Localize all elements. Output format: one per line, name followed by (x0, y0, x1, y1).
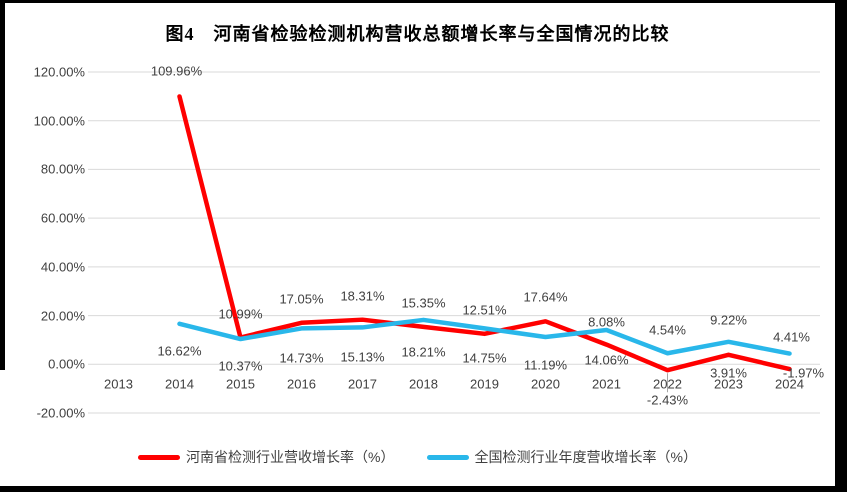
x-axis-tick-label: 2013 (104, 376, 133, 392)
national-data-label: 18.21% (401, 344, 446, 360)
henan-data-label: 17.64% (523, 289, 568, 305)
henan-data-label: 12.51% (462, 302, 507, 318)
y-axis-tick-label: 40.00% (40, 259, 85, 275)
x-axis-tick-label: 2015 (226, 376, 255, 392)
y-axis-tick-label: 20.00% (40, 308, 85, 324)
national-data-label: 4.54% (649, 322, 686, 338)
national-data-label: 16.62% (157, 343, 202, 359)
x-axis-tick-label: 2022 (653, 376, 682, 392)
legend-item-henan: 河南省检测行业营收增长率（%） (138, 447, 395, 467)
x-axis-tick-label: 2016 (287, 376, 316, 392)
x-axis-tick-label: 2019 (470, 376, 499, 392)
henan-series-line (177, 94, 792, 373)
henan-data-label: -1.97% (782, 365, 825, 381)
y-axis-tick-label: -20.00% (36, 405, 85, 421)
y-axis-tick-label: 120.00% (33, 64, 85, 80)
x-axis-tick-label: 2014 (165, 376, 194, 392)
henan-data-label: 18.31% (340, 288, 385, 304)
legend-swatch-red-line (138, 454, 181, 460)
legend-swatch-blue-line (426, 454, 469, 460)
legend-label-henan: 河南省检测行业营收增长率（%） (186, 449, 395, 465)
x-axis-tick-label: 2018 (409, 376, 438, 392)
henan-data-label: -2.43% (646, 392, 689, 408)
national-data-label: 14.73% (279, 350, 324, 366)
y-axis-tick-label: 0.00% (48, 356, 85, 372)
legend-item-national: 全国检测行业年度营收增长率（%） (426, 447, 697, 467)
national-data-label: 9.22% (710, 312, 747, 328)
legend: 河南省检测行业营收增长率（%） 全国检测行业年度营收增长率（%） (0, 447, 835, 467)
legend-label-national: 全国检测行业年度营收增长率（%） (474, 449, 697, 465)
henan-data-label: 3.91% (710, 365, 747, 381)
y-axis-tick-label: 100.00% (33, 113, 85, 129)
national-data-label: 10.37% (218, 358, 263, 374)
national-data-label: 14.06% (584, 352, 629, 368)
henan-data-label: 8.08% (588, 314, 625, 330)
national-data-label: 4.41% (773, 329, 810, 345)
chart-title: 图4 河南省检验检测机构营收总额增长率与全国情况的比较 (165, 24, 670, 44)
national-data-label: 11.19% (523, 357, 568, 373)
henan-data-label: 109.96% (150, 63, 203, 79)
left-black-border (0, 3, 5, 370)
chart-panel: 图4 河南省检验检测机构营收总额增长率与全国情况的比较 (0, 3, 835, 486)
henan-data-label: 15.35% (401, 295, 446, 311)
henan-data-label: 10.99% (218, 306, 263, 322)
national-data-label: 14.75% (462, 350, 507, 366)
x-axis-tick-label: 2020 (531, 376, 560, 392)
x-axis-tick-label: 2021 (592, 376, 621, 392)
y-axis-tick-label: 60.00% (40, 210, 85, 226)
x-axis-tick-label: 2017 (348, 376, 377, 392)
national-series-line (177, 317, 792, 356)
henan-data-label: 17.05% (279, 291, 324, 307)
y-axis-tick-label: 80.00% (40, 161, 85, 177)
x-axis-tick-label: 2023 (714, 376, 743, 392)
national-data-label: 15.13% (340, 349, 385, 365)
x-axis-tick-label: 2024 (775, 376, 804, 392)
